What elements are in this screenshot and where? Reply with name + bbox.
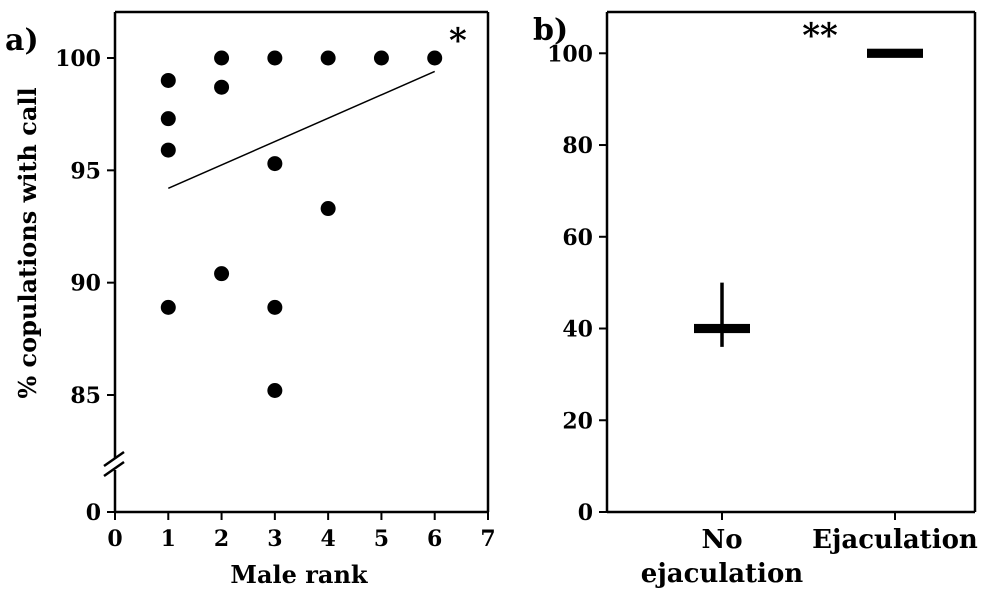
panel-a-x-tick-label: 0	[107, 526, 122, 552]
panel-a-trend-line	[167, 70, 436, 189]
data-point	[267, 50, 283, 66]
panel-b-y-tick-label: 0	[578, 500, 593, 526]
data-point	[373, 50, 389, 66]
panel-a-axis-break-mark	[103, 460, 125, 478]
panel-b-boxes	[694, 48, 923, 347]
panel-a-x-tick-label: 6	[427, 526, 442, 552]
panel-a-points	[160, 50, 443, 399]
data-point	[160, 299, 176, 315]
panel-a-ticks: 0 1 2 3 4 5 6 7 0 85 90 95 100	[55, 46, 496, 552]
median-bar	[694, 323, 750, 334]
panel-b: b) ** 0 20 40 60 80 100 No ejaculation Ejaculat…	[533, 10, 978, 589]
data-point	[214, 79, 230, 95]
median-bar	[867, 48, 923, 58]
category-label: Ejaculation	[812, 525, 978, 555]
panel-b-y-tick-label: 80	[562, 133, 593, 159]
data-point	[267, 156, 283, 172]
panel-b-label: b)	[533, 13, 568, 48]
panel-a-y-tick-label: 85	[70, 383, 101, 409]
panel-b-y-tick-label: 60	[562, 225, 593, 251]
panel-b-y-tick-label: 40	[562, 317, 593, 343]
panel-a-ylabel: % copulations with call	[13, 87, 42, 398]
data-point	[160, 142, 176, 158]
data-point	[267, 383, 283, 399]
category-label: No	[701, 525, 742, 555]
panel-a-label: a)	[5, 23, 39, 58]
panel-b-significance: **	[802, 16, 838, 56]
data-point	[214, 50, 230, 66]
panel-a-significance: *	[449, 21, 467, 61]
data-point	[267, 299, 283, 315]
panel-a-x-tick-label: 4	[320, 526, 335, 552]
panel-a-y-tick-label: 95	[70, 158, 101, 184]
panel-a-x-tick-label: 7	[480, 526, 495, 552]
panel-b-category-labels: No ejaculation Ejaculation	[641, 525, 978, 589]
category-label: ejaculation	[641, 559, 803, 589]
data-point	[320, 50, 336, 66]
panel-a-y-tick-label: 0	[86, 500, 101, 526]
panel-a-xlabel: Male rank	[230, 560, 369, 589]
data-point	[320, 201, 336, 217]
panel-a-y-tick-label: 100	[55, 46, 101, 72]
panel-a-x-tick-label: 5	[374, 526, 389, 552]
panel-a-y-tick-label: 90	[70, 271, 101, 297]
trend-line	[167, 70, 436, 189]
panel-b-ticks: 0 20 40 60 80 100	[547, 41, 896, 526]
panel-a-x-tick-label: 1	[161, 526, 176, 552]
data-point	[427, 50, 443, 66]
panel-b-y-tick-label: 20	[562, 408, 593, 434]
panel-a-x-tick-label: 2	[214, 526, 229, 552]
panel-a: a) % copulations with call Male rank * 0…	[5, 10, 496, 589]
data-point	[160, 72, 176, 88]
panel-a-x-tick-label: 3	[267, 526, 282, 552]
data-point	[214, 266, 230, 282]
data-point	[160, 111, 176, 127]
panel-b-y-tick-label: 100	[547, 41, 593, 67]
panel-a-axis-break-mark	[103, 450, 125, 468]
